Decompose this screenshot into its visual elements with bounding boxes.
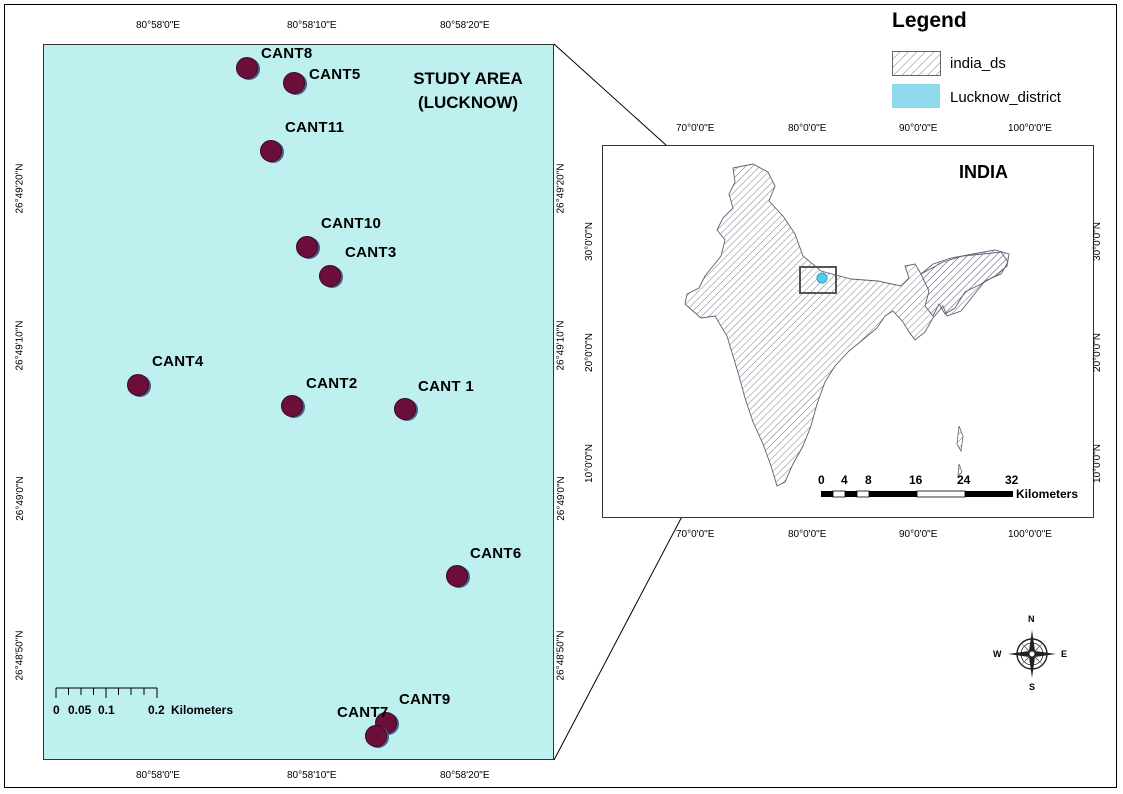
study-bottom-tick: 80°58'0"E xyxy=(136,770,180,781)
india-outline xyxy=(684,163,1010,487)
site-point-cant1[interactable] xyxy=(394,398,416,420)
compass-west-label: W xyxy=(993,649,1002,659)
site-point-cant6[interactable] xyxy=(446,565,468,587)
compass-north-label: N xyxy=(1028,614,1035,624)
india-right-tick: 30°0'0"N xyxy=(1091,222,1103,261)
india-map-title: INDIA xyxy=(959,162,1008,182)
legend-label-lucknow-district: Lucknow_district xyxy=(950,89,1061,106)
site-point-cant10[interactable] xyxy=(296,236,318,258)
india-bottom-tick: 90°0'0"E xyxy=(899,529,938,540)
site-label-cant11: CANT11 xyxy=(285,119,345,136)
site-label-cant8: CANT8 xyxy=(261,45,313,62)
study-top-tick: 80°58'0"E xyxy=(136,20,180,31)
india-top-tick: 90°0'0"E xyxy=(899,123,938,134)
legend-title: Legend xyxy=(892,9,967,32)
map-frame xyxy=(4,4,1117,788)
site-point-cant7[interactable] xyxy=(365,725,387,747)
india-right-tick: 10°0'0"N xyxy=(1091,444,1103,483)
india-left-tick: 10°0'0"N xyxy=(583,444,595,483)
study-scale-unit: Kilometers xyxy=(171,703,234,717)
site-label-cant3: CANT3 xyxy=(345,244,397,261)
compass-south-label: S xyxy=(1029,682,1036,692)
site-label-cant4: CANT4 xyxy=(152,353,204,370)
study-area-title: STUDY AREA (LUCKNOW) xyxy=(393,67,543,115)
study-scale-tick: 0 xyxy=(53,703,60,717)
india-top-tick: 80°0'0"E xyxy=(788,123,827,134)
site-point-cant4[interactable] xyxy=(127,374,149,396)
study-bottom-tick: 80°58'20"E xyxy=(440,770,490,781)
india-bottom-tick: 70°0'0"E xyxy=(676,529,715,540)
india-scale-tick: 24 xyxy=(957,473,971,487)
study-scale-bar xyxy=(55,687,158,698)
site-point-cant11[interactable] xyxy=(260,140,282,162)
study-top-tick: 80°58'20"E xyxy=(440,20,490,31)
site-point-cant8[interactable] xyxy=(236,57,258,79)
india-scale-tick: 16 xyxy=(909,473,923,487)
study-area-title-line2: (LUCKNOW) xyxy=(417,93,519,112)
india-scale-tick: 0 xyxy=(818,473,825,487)
legend-swatch-india-ds xyxy=(892,51,941,76)
india-scale-tick: 4 xyxy=(841,473,848,487)
india-bottom-tick: 100°0'0"E xyxy=(1008,529,1052,540)
study-area-map xyxy=(43,44,554,760)
india-left-tick: 20°0'0"N xyxy=(583,333,595,372)
site-point-cant5[interactable] xyxy=(283,72,305,94)
site-point-cant3[interactable] xyxy=(319,265,341,287)
india-scale-unit: Kilometers xyxy=(1016,487,1079,501)
india-scale-bar xyxy=(821,490,1013,498)
legend-label-india-ds: india_ds xyxy=(950,55,1006,72)
study-scale-tick: 0.1 xyxy=(98,703,115,717)
compass-rose-icon xyxy=(1008,630,1056,678)
site-point-cant2[interactable] xyxy=(281,395,303,417)
site-label-cant1: CANT 1 xyxy=(418,378,474,395)
lucknow-district-marker[interactable] xyxy=(816,272,828,284)
study-scale-tick: 0.05 xyxy=(68,703,92,717)
compass-east-label: E xyxy=(1061,649,1068,659)
india-scale-tick: 8 xyxy=(865,473,872,487)
india-bottom-tick: 80°0'0"E xyxy=(788,529,827,540)
site-label-cant10: CANT10 xyxy=(321,215,382,232)
study-top-tick: 80°58'10"E xyxy=(287,20,337,31)
india-top-tick: 100°0'0"E xyxy=(1008,123,1052,134)
india-right-tick: 20°0'0"N xyxy=(1091,333,1103,372)
site-label-cant2: CANT2 xyxy=(306,375,358,392)
study-scale-tick: 0.2 xyxy=(148,703,165,717)
india-top-tick: 70°0'0"E xyxy=(676,123,715,134)
study-bottom-tick: 80°58'10"E xyxy=(287,770,337,781)
site-label-cant7: CANT7 xyxy=(337,704,389,721)
india-left-tick: 30°0'0"N xyxy=(583,222,595,261)
india-scale-tick: 32 xyxy=(1005,473,1019,487)
site-label-cant6: CANT6 xyxy=(470,545,522,562)
site-label-cant9: CANT9 xyxy=(399,691,451,708)
site-label-cant5: CANT5 xyxy=(309,66,361,83)
legend-swatch-lucknow-district xyxy=(892,84,940,108)
study-area-title-line1: STUDY AREA xyxy=(413,69,523,88)
india-inset-map: INDIA 0 4 8 16 24 32 Kilometers xyxy=(602,145,1094,518)
